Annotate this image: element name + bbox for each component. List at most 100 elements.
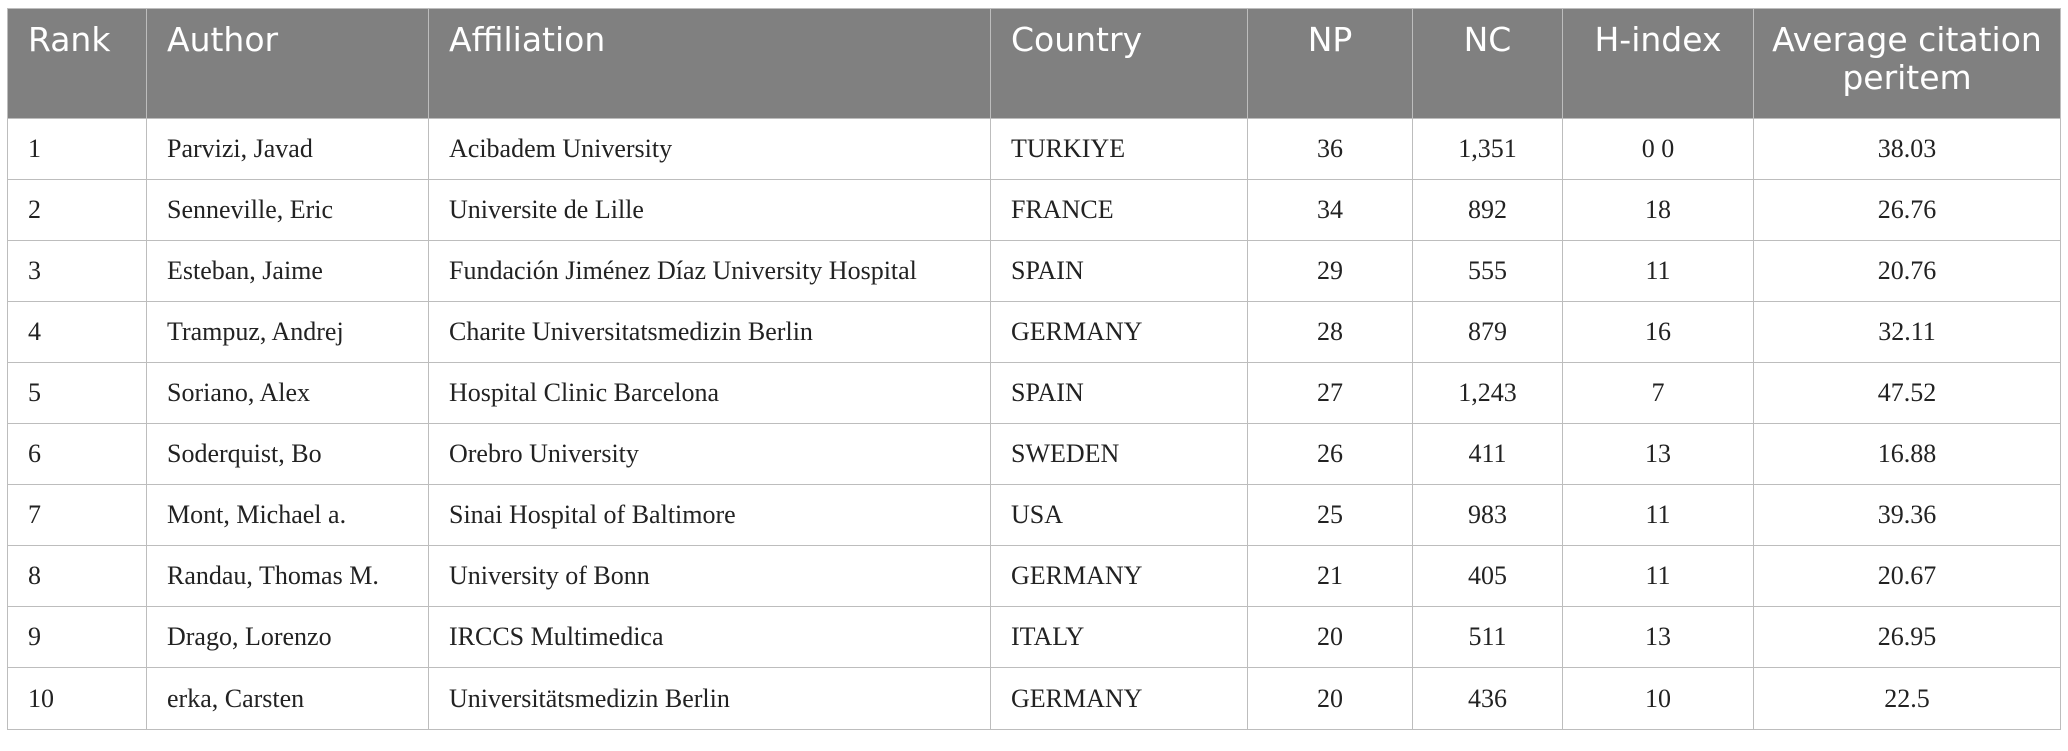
header-np: NP [1247, 8, 1413, 119]
cell-average-citation: 22.5 [1753, 667, 2061, 730]
cell-affiliation: Hospital Clinic Barcelona [428, 362, 991, 424]
table-row: 5 Soriano, Alex Hospital Clinic Barcelon… [7, 362, 2061, 424]
header-nc: NC [1412, 8, 1563, 119]
cell-nc: 1,243 [1412, 362, 1563, 424]
cell-author: Mont, Michael a. [146, 484, 429, 546]
cell-affiliation: Sinai Hospital of Baltimore [428, 484, 991, 546]
cell-rank: 1 [7, 118, 147, 180]
cell-author: Soderquist, Bo [146, 423, 429, 485]
cell-h-index: 13 [1562, 606, 1754, 668]
table-row: 1 Parvizi, Javad Acibadem University TUR… [7, 118, 2061, 180]
cell-rank: 8 [7, 545, 147, 607]
cell-country: FRANCE [990, 179, 1248, 241]
cell-country: SWEDEN [990, 423, 1248, 485]
header-rank: Rank [7, 8, 147, 119]
cell-nc: 892 [1412, 179, 1563, 241]
header-row: Rank Author Affiliation Country NP NC H-… [7, 8, 2061, 119]
cell-nc: 405 [1412, 545, 1563, 607]
cell-author: Esteban, Jaime [146, 240, 429, 302]
cell-average-citation: 47.52 [1753, 362, 2061, 424]
cell-h-index: 7 [1562, 362, 1754, 424]
cell-affiliation: Acibadem University [428, 118, 991, 180]
cell-affiliation: Charite Universitatsmedizin Berlin [428, 301, 991, 363]
header-average-citation: Average citation peritem [1753, 8, 2061, 119]
header-h-index: H-index [1562, 8, 1754, 119]
cell-np: 29 [1247, 240, 1413, 302]
cell-np: 20 [1247, 606, 1413, 668]
table-row: 9 Drago, Lorenzo IRCCS Multimedica ITALY… [7, 606, 2061, 668]
cell-average-citation: 20.76 [1753, 240, 2061, 302]
cell-affiliation: Orebro University [428, 423, 991, 485]
cell-average-citation: 16.88 [1753, 423, 2061, 485]
table-row: 2 Senneville, Eric Universite de Lille F… [7, 179, 2061, 241]
cell-affiliation: University of Bonn [428, 545, 991, 607]
cell-affiliation: IRCCS Multimedica [428, 606, 991, 668]
cell-author: Soriano, Alex [146, 362, 429, 424]
cell-rank: 7 [7, 484, 147, 546]
table-body: 1 Parvizi, Javad Acibadem University TUR… [7, 118, 2061, 730]
table-row: 6 Soderquist, Bo Orebro University SWEDE… [7, 423, 2061, 485]
cell-h-index: 18 [1562, 179, 1754, 241]
cell-rank: 10 [7, 667, 147, 730]
cell-author: Senneville, Eric [146, 179, 429, 241]
cell-nc: 555 [1412, 240, 1563, 302]
cell-rank: 9 [7, 606, 147, 668]
cell-nc: 879 [1412, 301, 1563, 363]
cell-rank: 4 [7, 301, 147, 363]
table-row: 10 erka, Carsten Universitätsmedizin Ber… [7, 667, 2061, 730]
cell-h-index: 11 [1562, 545, 1754, 607]
cell-np: 26 [1247, 423, 1413, 485]
cell-rank: 5 [7, 362, 147, 424]
header-country: Country [990, 8, 1248, 119]
table-row: 7 Mont, Michael a. Sinai Hospital of Bal… [7, 484, 2061, 546]
cell-author: erka, Carsten [146, 667, 429, 730]
table-header: Rank Author Affiliation Country NP NC H-… [7, 8, 2061, 119]
cell-nc: 436 [1412, 667, 1563, 730]
cell-np: 25 [1247, 484, 1413, 546]
cell-author: Parvizi, Javad [146, 118, 429, 180]
cell-np: 20 [1247, 667, 1413, 730]
cell-h-index: 13 [1562, 423, 1754, 485]
cell-author: Trampuz, Andrej [146, 301, 429, 363]
cell-average-citation: 26.95 [1753, 606, 2061, 668]
cell-h-index: 11 [1562, 484, 1754, 546]
cell-np: 36 [1247, 118, 1413, 180]
cell-affiliation: Universitätsmedizin Berlin [428, 667, 991, 730]
cell-nc: 983 [1412, 484, 1563, 546]
cell-affiliation: Universite de Lille [428, 179, 991, 241]
cell-rank: 2 [7, 179, 147, 241]
cell-affiliation: Fundación Jiménez Díaz University Hospit… [428, 240, 991, 302]
table-row: 8 Randau, Thomas M. University of Bonn G… [7, 545, 2061, 607]
cell-np: 28 [1247, 301, 1413, 363]
header-author: Author [146, 8, 429, 119]
cell-average-citation: 26.76 [1753, 179, 2061, 241]
cell-author: Drago, Lorenzo [146, 606, 429, 668]
cell-average-citation: 20.67 [1753, 545, 2061, 607]
authors-table: Rank Author Affiliation Country NP NC H-… [7, 8, 2061, 730]
cell-average-citation: 39.36 [1753, 484, 2061, 546]
cell-country: ITALY [990, 606, 1248, 668]
cell-country: SPAIN [990, 362, 1248, 424]
cell-h-index: 10 [1562, 667, 1754, 730]
cell-country: GERMANY [990, 301, 1248, 363]
cell-nc: 411 [1412, 423, 1563, 485]
table-row: 3 Esteban, Jaime Fundación Jiménez Díaz … [7, 240, 2061, 302]
cell-average-citation: 38.03 [1753, 118, 2061, 180]
cell-np: 27 [1247, 362, 1413, 424]
cell-h-index: 16 [1562, 301, 1754, 363]
cell-h-index: 0 0 [1562, 118, 1754, 180]
cell-h-index: 11 [1562, 240, 1754, 302]
cell-author: Randau, Thomas M. [146, 545, 429, 607]
cell-country: USA [990, 484, 1248, 546]
cell-nc: 1,351 [1412, 118, 1563, 180]
cell-country: GERMANY [990, 545, 1248, 607]
cell-average-citation: 32.11 [1753, 301, 2061, 363]
cell-np: 21 [1247, 545, 1413, 607]
cell-country: TURKIYE [990, 118, 1248, 180]
cell-country: SPAIN [990, 240, 1248, 302]
cell-nc: 511 [1412, 606, 1563, 668]
cell-rank: 3 [7, 240, 147, 302]
cell-np: 34 [1247, 179, 1413, 241]
cell-country: GERMANY [990, 667, 1248, 730]
table-row: 4 Trampuz, Andrej Charite Universitatsme… [7, 301, 2061, 363]
